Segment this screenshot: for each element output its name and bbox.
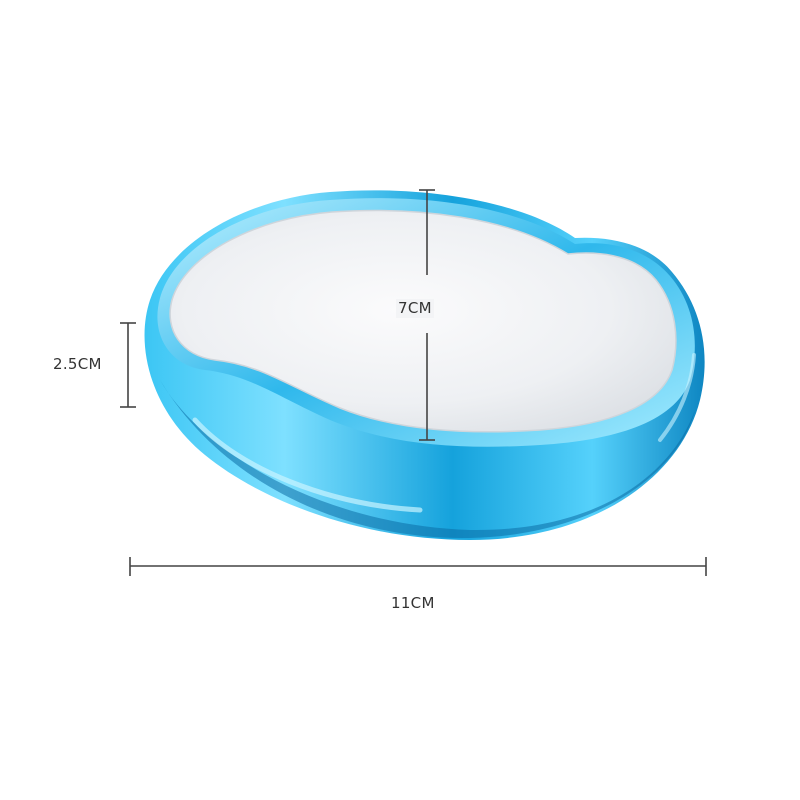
height-dimension-line	[120, 322, 136, 408]
glass-surface	[169, 209, 677, 433]
height-label: 2.5CM	[53, 355, 102, 373]
shell-highlight	[192, 417, 423, 513]
depth-label: 7CM	[396, 299, 434, 318]
shell-shadow	[160, 380, 695, 539]
width-label: 11CM	[391, 594, 435, 612]
width-dimension-line	[129, 557, 707, 576]
shell-highlight-right	[658, 353, 696, 442]
depth-dimension-line	[419, 189, 435, 441]
